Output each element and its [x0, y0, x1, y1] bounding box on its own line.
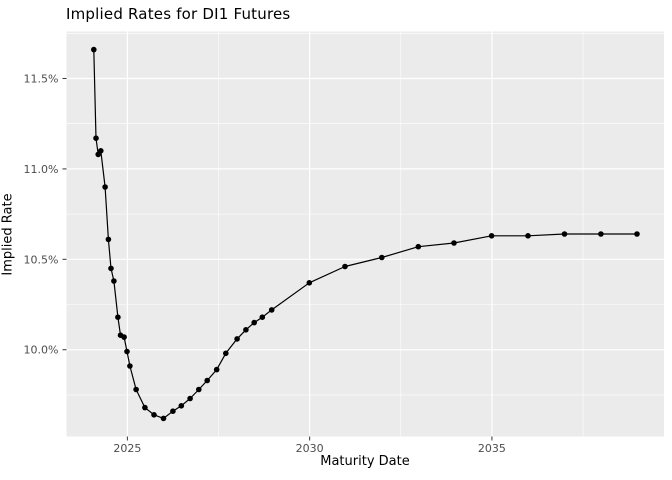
- data-point: [127, 363, 133, 369]
- x-axis-title: Maturity Date: [320, 454, 410, 469]
- data-point: [488, 233, 495, 239]
- data-point: [259, 314, 266, 321]
- y-tick-label: 10.0%: [24, 344, 59, 357]
- data-point: [243, 327, 249, 333]
- x-tick-label: 2030: [296, 442, 324, 455]
- data-point: [93, 135, 99, 141]
- y-tick-label: 10.5%: [24, 253, 59, 266]
- data-point: [121, 334, 127, 340]
- data-point: [196, 386, 202, 393]
- data-point: [111, 278, 117, 284]
- data-point: [342, 263, 348, 270]
- data-point: [108, 265, 114, 272]
- data-point: [561, 231, 568, 237]
- data-point: [223, 350, 229, 357]
- data-point: [251, 319, 257, 326]
- data-point: [306, 280, 313, 286]
- data-point: [598, 231, 604, 237]
- data-point: [142, 404, 148, 411]
- data-point: [415, 243, 422, 250]
- data-point: [160, 415, 167, 422]
- data-point: [234, 336, 240, 342]
- y-tick-label: 11.0%: [24, 163, 59, 176]
- data-point: [151, 412, 157, 418]
- data-point: [525, 233, 531, 239]
- data-point: [178, 403, 185, 409]
- data-point: [105, 236, 112, 243]
- data-point: [115, 314, 121, 321]
- data-point: [451, 240, 457, 246]
- data-point: [204, 377, 210, 384]
- data-point: [213, 366, 220, 373]
- x-tick-label: 2025: [113, 442, 141, 455]
- chart-title: Implied Rates for DI1 Futures: [66, 5, 291, 23]
- data-point: [124, 348, 130, 355]
- data-point: [98, 148, 104, 154]
- data-point: [91, 46, 97, 53]
- data-point: [379, 254, 385, 261]
- data-point: [634, 231, 640, 237]
- data-point: [102, 184, 108, 190]
- data-point: [187, 395, 193, 402]
- data-point: [268, 307, 275, 313]
- data-point: [133, 386, 139, 393]
- data-point: [170, 408, 176, 415]
- y-axis-title: Implied Rate: [0, 193, 16, 276]
- y-tick-label: 11.5%: [24, 73, 59, 86]
- x-tick-label: 2035: [478, 442, 506, 455]
